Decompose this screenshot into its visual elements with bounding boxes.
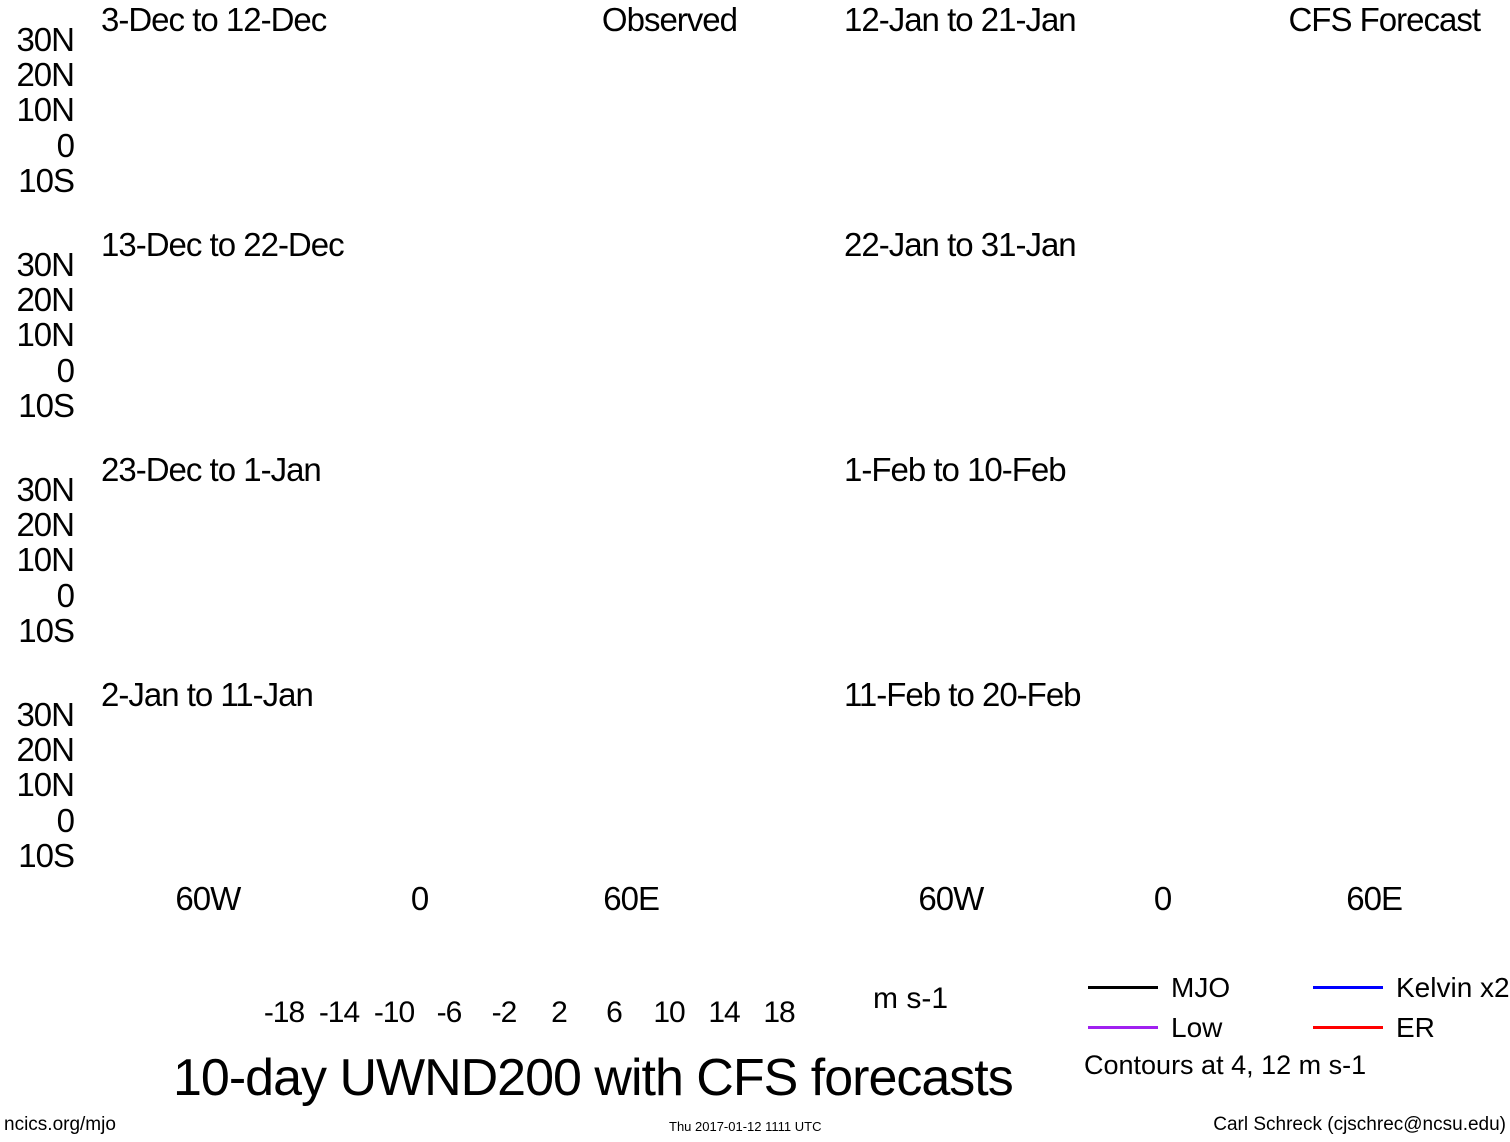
column-label: Observed — [601, 1, 738, 38]
panel-title: 22-Jan to 31-Jan — [844, 226, 1077, 263]
panel-title: 1-Feb to 10-Feb — [844, 451, 1067, 488]
colorbar-tick: 14 — [708, 996, 740, 1029]
lat-label: 10S — [18, 611, 75, 649]
lat-label: 30N — [16, 696, 75, 733]
colorbar-tick: -18 — [263, 996, 305, 1029]
lat-label: 0 — [56, 126, 75, 164]
panel-title: 12-Jan to 21-Jan — [844, 1, 1077, 38]
lat-label: 10S — [18, 161, 75, 199]
author-credit: Carl Schreck (cjschrec@ncsu.edu) — [1213, 1114, 1506, 1135]
lat-label: 20N — [16, 281, 75, 319]
lat-label: 0 — [56, 351, 75, 389]
legend-label: MJO — [1171, 972, 1231, 1003]
panel-title: 2-Jan to 11-Jan — [101, 676, 314, 713]
lat-label: 10N — [16, 91, 75, 129]
colorbar-tick: 10 — [653, 996, 685, 1029]
units-label: m s-1 — [873, 982, 948, 1015]
lat-label: 30N — [16, 246, 75, 283]
legend-line-er — [1313, 1026, 1383, 1029]
column-label: CFS Forecast — [1288, 1, 1481, 38]
lat-label: 20N — [16, 731, 75, 769]
colorbar-tick: -6 — [436, 996, 463, 1029]
lat-label: 0 — [56, 801, 75, 839]
panel-title: 11-Feb to 20-Feb — [844, 676, 1082, 713]
lon-label: 60W — [918, 880, 984, 917]
legend-line-low — [1088, 1026, 1158, 1029]
figure-title: 10-day UWND200 with CFS forecasts — [173, 1049, 1014, 1107]
colorbar-tick: -14 — [318, 996, 360, 1029]
lat-label: 10N — [16, 766, 75, 804]
legend-label: Low — [1171, 1012, 1223, 1043]
lon-label: 0 — [1153, 880, 1172, 917]
lon-label: 60E — [603, 880, 660, 917]
legend-line-mjo — [1088, 986, 1158, 989]
lat-label: 30N — [16, 21, 75, 58]
legend-label: Kelvin x2 — [1396, 972, 1510, 1003]
colorbar-tick: 18 — [763, 996, 795, 1029]
contour-note: Contours at 4, 12 m s-1 — [1084, 1050, 1367, 1080]
legend-line-kelvin-x2 — [1313, 986, 1383, 989]
lat-label: 10S — [18, 836, 75, 874]
colorbar-tick: -10 — [373, 996, 415, 1029]
lon-label: 60W — [175, 880, 241, 917]
panel-title: 3-Dec to 12-Dec — [101, 1, 327, 38]
lat-label: 10N — [16, 541, 75, 579]
panel-title: 13-Dec to 22-Dec — [101, 226, 345, 263]
lat-label: 30N — [16, 471, 75, 508]
timestamp: Thu 2017-01-12 1111 UTC — [669, 1119, 822, 1134]
footer-link[interactable]: ncics.org/mjo — [4, 1114, 116, 1135]
lat-label: 0 — [56, 576, 75, 614]
colorbar-tick: 2 — [551, 996, 568, 1029]
legend-label: ER — [1396, 1012, 1435, 1043]
lat-label: 20N — [16, 56, 75, 94]
panel-title: 23-Dec to 1-Jan — [101, 451, 322, 488]
lon-label: 60E — [1346, 880, 1403, 917]
colorbar-tick: 6 — [606, 996, 623, 1029]
lat-label: 20N — [16, 506, 75, 544]
lon-label: 0 — [410, 880, 429, 917]
lat-label: 10S — [18, 386, 75, 424]
colorbar-tick: -2 — [491, 996, 518, 1029]
lat-label: 10N — [16, 316, 75, 354]
